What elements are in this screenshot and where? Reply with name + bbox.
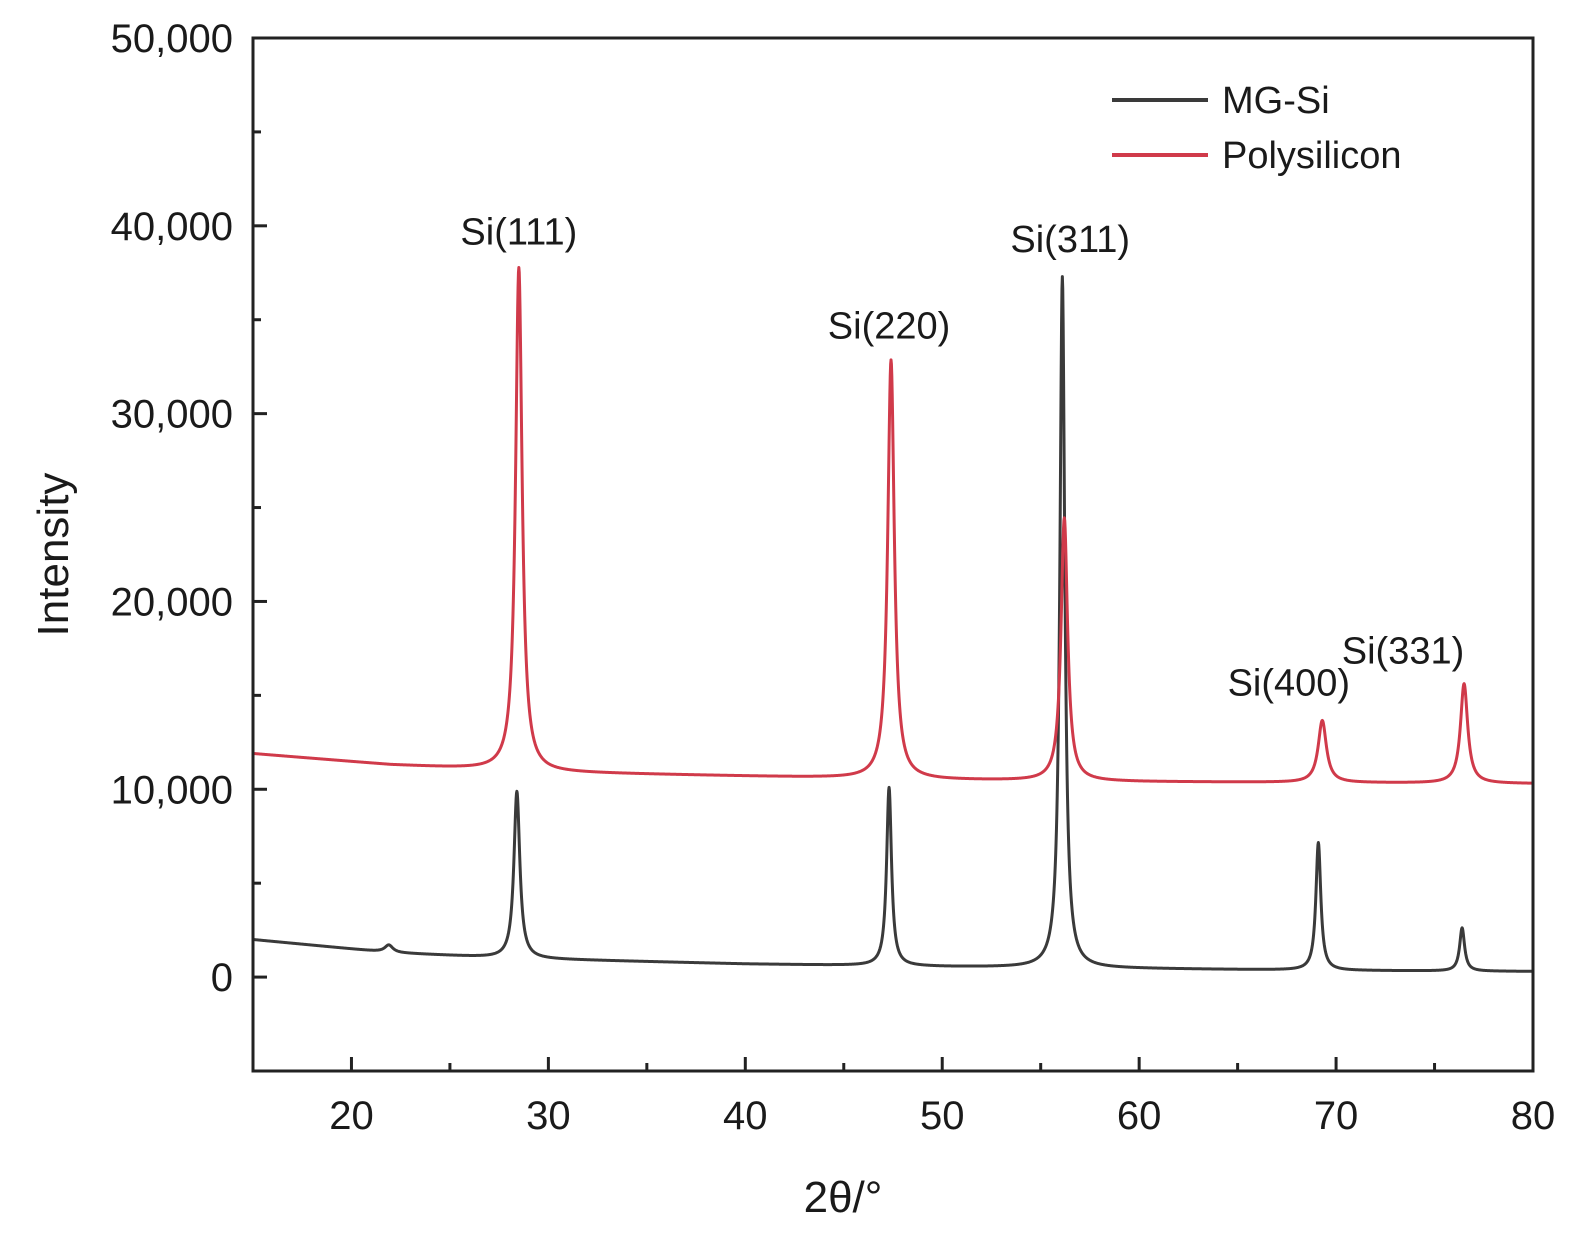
y-tick-label: 20,000 bbox=[111, 580, 233, 624]
axis-layer: 20 30 40 50 60 70 80 0 10,000 20,000 30,000 40,000 5… bbox=[29, 17, 1555, 1222]
y-tick-label: 30,000 bbox=[111, 393, 233, 437]
series-layer bbox=[251, 266, 1535, 973]
peak-annotation: Si(331) bbox=[1342, 630, 1465, 672]
peak-annotation: Si(311) bbox=[1010, 219, 1130, 261]
y-tick-label: 40,000 bbox=[111, 205, 233, 249]
plot-frame bbox=[251, 36, 1535, 1073]
y-axis-title: Intensity bbox=[29, 473, 78, 637]
x-tick-label: 60 bbox=[1117, 1094, 1162, 1138]
x-tick-label: 50 bbox=[920, 1094, 965, 1138]
peak-annotation: Si(400) bbox=[1228, 662, 1351, 704]
x-tick-label: 20 bbox=[329, 1094, 374, 1138]
y-tick-label: 0 bbox=[211, 956, 233, 1000]
x-tick-label: 30 bbox=[526, 1094, 571, 1138]
label-layer: Si(111) Si(220) Si(311) Si(400)Si(331) bbox=[460, 212, 1464, 705]
y-tick-label: 10,000 bbox=[111, 768, 233, 812]
series-line-polysilicon bbox=[251, 266, 1535, 785]
y-tick-label: 50,000 bbox=[111, 17, 233, 61]
legend-label: Polysilicon bbox=[1222, 135, 1402, 177]
peak-annotation: Si(220) bbox=[828, 306, 951, 348]
x-tick-label: 40 bbox=[723, 1094, 768, 1138]
x-axis-title: 2θ/° bbox=[804, 1173, 883, 1222]
x-tick-label: 70 bbox=[1314, 1094, 1359, 1138]
x-tick-label: 80 bbox=[1511, 1094, 1556, 1138]
peak-annotation: Si(111) bbox=[460, 212, 577, 254]
legend-label: MG-Si bbox=[1222, 80, 1330, 122]
series-line-mg-si bbox=[251, 275, 1535, 973]
legend-layer: MG-Si Polysilicon bbox=[1112, 80, 1402, 177]
